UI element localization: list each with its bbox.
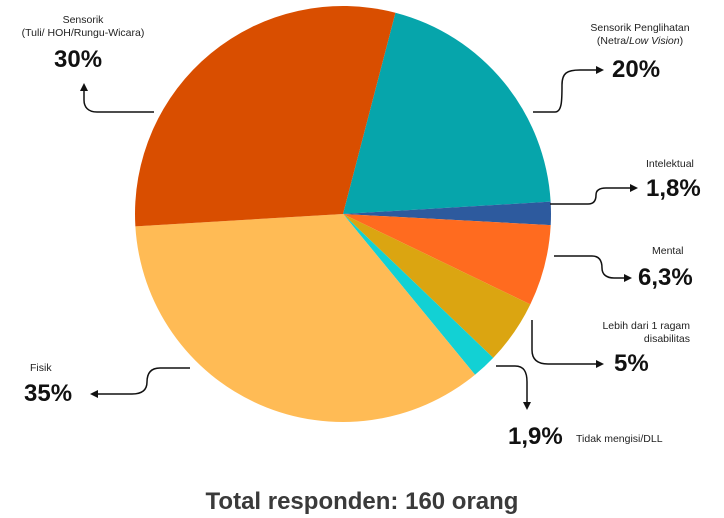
label-sensorik-penglihatan: Sensorik Penglihatan (Netra/Low Vision) [560,22,720,48]
pct-sensorik: 30% [54,46,103,73]
pct-sensorik-penglihatan: 20% [612,56,661,83]
arrow-tidak-mengisi [496,365,528,404]
arrowhead-sensorik-penglihatan [596,66,604,74]
pie-slices [135,6,551,422]
pie-slice-intelektual [343,201,551,226]
label-tidak-mengisi: Tidak mengisi/DLL [576,433,663,445]
pie-slice-sensorik-penglihatan [343,12,551,214]
arrowhead-fisik [90,390,98,398]
total-respondents: Total responden: 160 orang [205,488,519,515]
arrowhead-lebih-dari-1-ragam [596,360,604,368]
pie-slice-fisik [135,214,476,422]
pie-slice-lebih-dari-1-ragam [343,214,531,358]
pct-fisik: 35% [24,380,73,407]
pie-slice-tidak-mengisi-dll [343,214,494,375]
pie-slice-mental [343,214,551,305]
arrow-lebih-dari-1-ragam [531,320,598,365]
label-mental: Mental [652,245,684,257]
arrow-intelektual [550,187,632,205]
label-sensorik-penglihatan-sub: (Netra/Low Vision) [596,35,684,47]
arrow-sensorik [83,89,154,113]
arrow-fisik [96,367,190,395]
arrowhead-mental [624,274,632,282]
pie-slice-sensorik [135,6,396,227]
label-lebih-dari-1-ragam: Lebih dari 1 ragam disabilitas [602,320,690,345]
arrow-mental [554,255,626,279]
label-sensorik: Sensorik (Tuli/ HOH/Rungu-Wicara) [21,14,145,39]
pct-intelektual: 1,8% [646,175,701,202]
arrowhead-sensorik [80,83,88,91]
label-fisik: Fisik [30,362,52,374]
arrow-sensorik-penglihatan [533,69,598,113]
pct-lebih-dari-1-ragam: 5% [614,350,649,377]
label-intelektual: Intelektual [646,158,694,170]
pct-tidak-mengisi: 1,9% [508,423,563,450]
arrowhead-tidak-mengisi [523,402,531,410]
arrowhead-intelektual [630,184,638,192]
pct-mental: 6,3% [638,264,693,291]
callout-arrows [80,66,638,410]
